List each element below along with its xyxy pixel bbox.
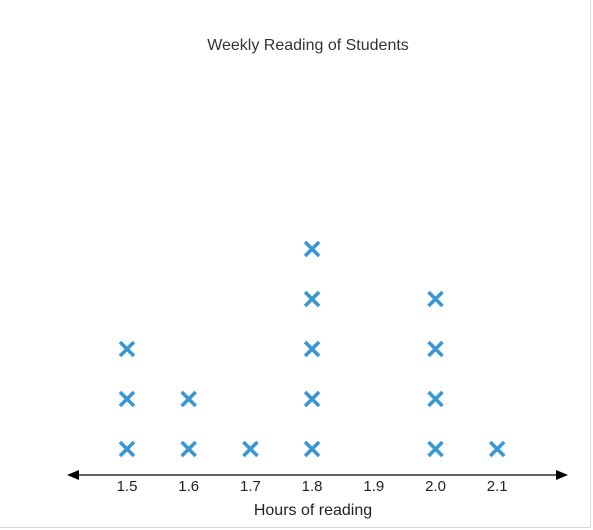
x-tick-label: 1.5 xyxy=(117,478,138,495)
x-icon xyxy=(303,390,321,408)
x-icon xyxy=(303,290,321,308)
x-axis-left-arrow xyxy=(67,470,79,480)
chart-title: Weekly Reading of Students xyxy=(207,37,409,54)
x-tick-label: 2.1 xyxy=(487,478,508,495)
x-axis-right-arrow xyxy=(556,470,568,480)
x-axis-title: Hours of reading xyxy=(254,502,372,519)
x-icon xyxy=(118,340,136,358)
x-icon xyxy=(180,390,197,408)
x-icon xyxy=(303,440,321,458)
x-tick-label: 1.8 xyxy=(302,478,323,495)
x-icon xyxy=(488,440,506,458)
x-icon xyxy=(427,340,444,358)
x-icon xyxy=(118,390,136,408)
x-icon xyxy=(242,440,259,458)
x-icon xyxy=(303,340,321,358)
dot-plot-marks xyxy=(118,240,506,458)
x-tick-labels: 1.5 1.6 1.7 1.8 1.9 2.0 2.1 xyxy=(117,478,508,495)
x-tick-label: 1.6 xyxy=(178,478,199,495)
x-icon xyxy=(427,390,444,408)
x-icon xyxy=(427,440,444,458)
x-icon xyxy=(180,440,197,458)
x-axis xyxy=(67,470,568,480)
x-icon xyxy=(118,440,136,458)
x-icon xyxy=(427,290,444,308)
x-tick-label: 1.7 xyxy=(240,478,261,495)
x-tick-label: 1.9 xyxy=(363,478,384,495)
x-tick-label: 2.0 xyxy=(425,478,446,495)
x-icon xyxy=(303,240,321,258)
